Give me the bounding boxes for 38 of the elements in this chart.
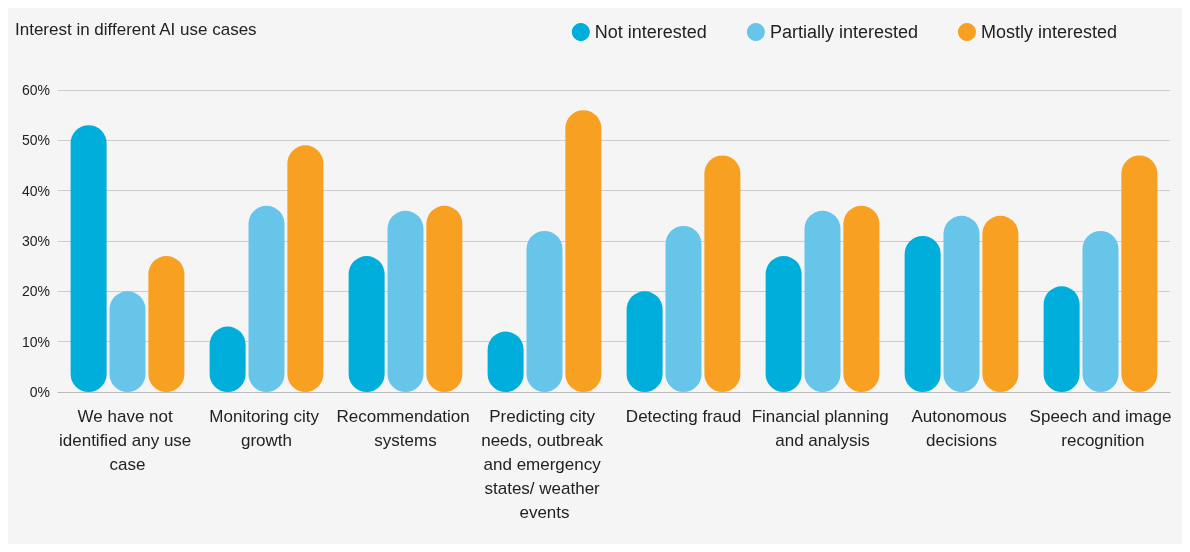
- bar: [804, 210, 841, 392]
- x-tick-label: Financial planning and analysis: [751, 406, 894, 450]
- x-tick-label: Autonomous decisions: [911, 406, 1012, 450]
- y-tick-label: 10%: [21, 333, 50, 350]
- x-tick-label: Recommendation systems: [336, 406, 475, 450]
- y-tick-label: 60%: [21, 82, 50, 98]
- bar: [943, 215, 980, 392]
- legend-label: Partially interested: [769, 22, 918, 42]
- bar: [70, 125, 107, 392]
- bar: [565, 110, 602, 392]
- bar: [526, 230, 563, 392]
- x-tick-label: Monitoring city growth: [209, 406, 324, 450]
- legend-label: Not interested: [594, 22, 707, 42]
- bar: [765, 256, 802, 392]
- bar: [982, 215, 1019, 392]
- bar: [665, 225, 702, 392]
- legend-label: Mostly interested: [980, 22, 1118, 42]
- bar: [348, 256, 385, 392]
- bar: [387, 210, 424, 392]
- bar: [1121, 155, 1158, 392]
- bar: [248, 205, 285, 392]
- chart-title: Interest in different AI use cases: [15, 20, 257, 39]
- bar: [843, 205, 880, 392]
- bar: [287, 145, 324, 392]
- x-tick-label: We have not identified any use case: [58, 406, 197, 474]
- bar: [148, 256, 185, 392]
- y-tick-label: 20%: [21, 283, 50, 300]
- x-tick-label: Speech and image recognition: [1029, 406, 1172, 450]
- y-tick-label: 50%: [21, 132, 50, 149]
- y-tick-label: 40%: [21, 182, 50, 199]
- x-tick-label: Predicting city needs, outbreak and emergency states/ weather events: [481, 406, 608, 522]
- bar: [1082, 230, 1119, 392]
- x-tick-label: Detecting fraud: [625, 406, 742, 426]
- y-tick-label: 0%: [29, 384, 50, 400]
- bar: [904, 235, 941, 392]
- bar: [704, 155, 741, 392]
- y-tick-label: 30%: [21, 233, 50, 249]
- bar: [426, 205, 463, 392]
